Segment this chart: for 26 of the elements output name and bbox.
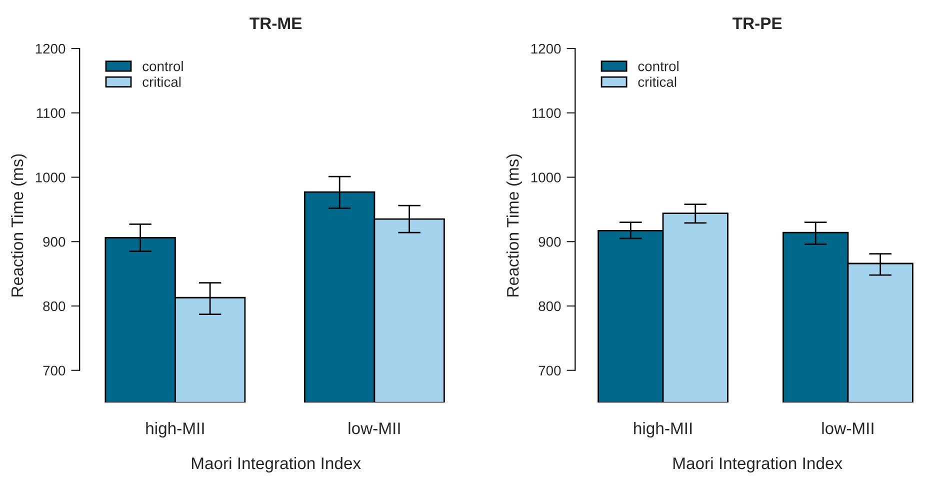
y-tick-label: 1200: [36, 44, 66, 54]
x-axis-title: Maori Integration Index: [192, 456, 361, 473]
y-axis-title: Reaction Time (ms): [506, 154, 522, 296]
y-tick-label: 800: [43, 301, 66, 312]
chart-title: TR-PE: [732, 18, 782, 30]
y-tick-label: 1000: [36, 172, 66, 182]
y-tick-label: 900: [43, 236, 66, 247]
y-tick-label: 1000: [531, 172, 561, 182]
chart-title: TR-ME: [250, 18, 302, 30]
x-tick-label: low-MII: [822, 422, 874, 434]
legend-label: critical: [142, 76, 181, 87]
legend-label: critical: [638, 76, 676, 87]
legend-label: control: [142, 61, 183, 72]
y-axis-title: Reaction Time (ms): [10, 154, 26, 296]
x-tick-label: high-MII: [634, 422, 692, 438]
y-tick-label: 800: [538, 301, 561, 312]
y-tick-label: 1100: [532, 108, 561, 118]
x-axis-title: Maori Integration Index: [673, 456, 842, 473]
x-tick-label: low-MII: [348, 422, 400, 434]
y-tick-label: 700: [538, 366, 561, 376]
legend-label: control: [638, 61, 678, 72]
x-tick-label: high-MII: [146, 422, 204, 438]
y-tick-label: 900: [538, 236, 561, 247]
y-tick-label: 1200: [531, 44, 561, 54]
y-tick-label: 700: [43, 366, 66, 376]
y-tick-label: 1100: [36, 108, 66, 118]
